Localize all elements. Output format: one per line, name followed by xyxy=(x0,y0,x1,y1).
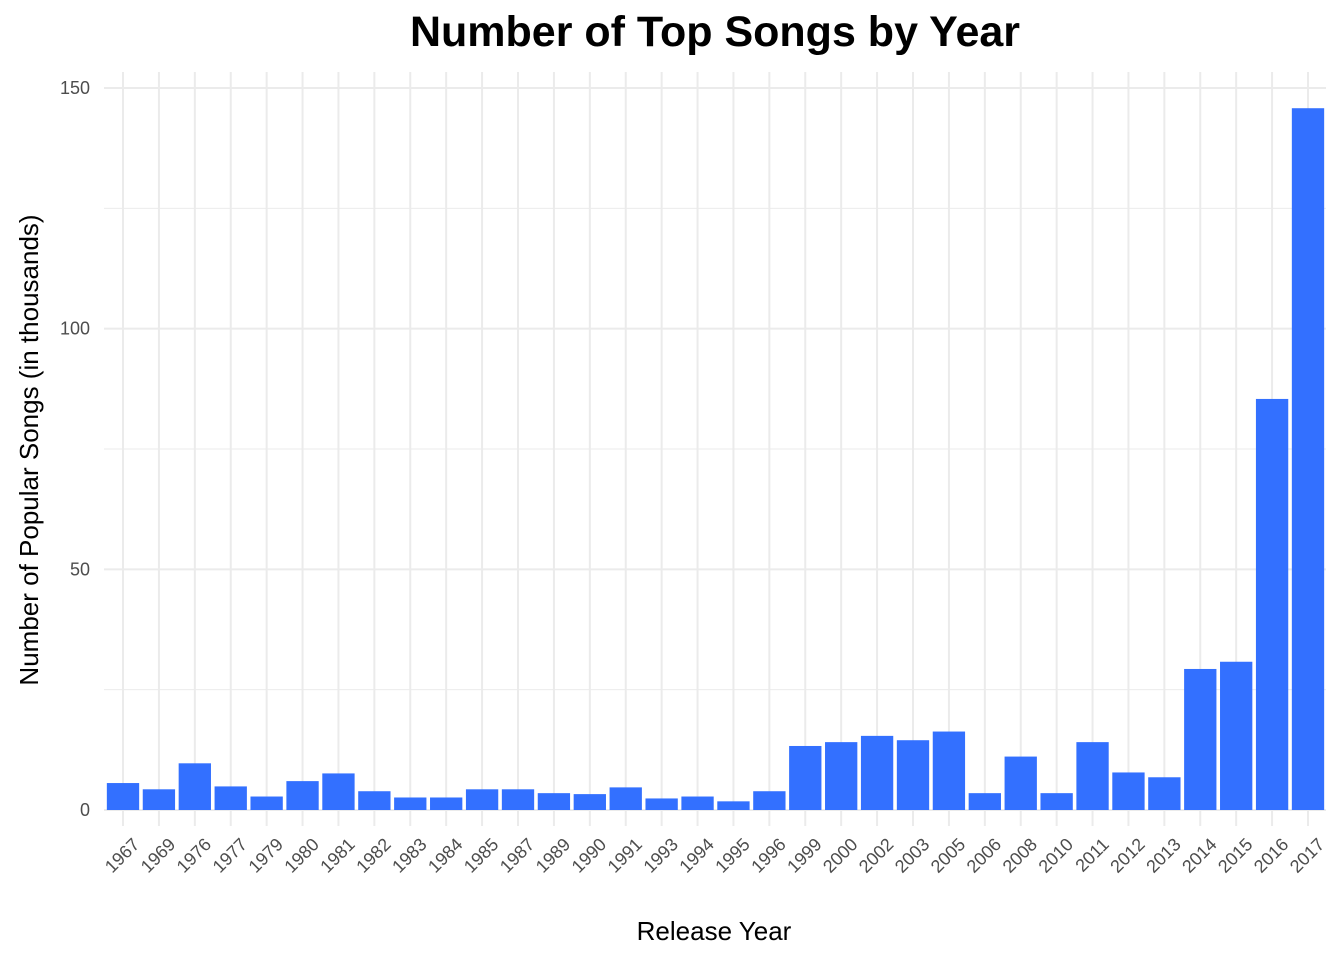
y-tick-label: 50 xyxy=(70,559,90,579)
bar-1967 xyxy=(106,783,140,810)
x-tick-label: 1993 xyxy=(640,834,682,876)
bars xyxy=(106,108,1325,810)
x-tick-label: 2005 xyxy=(927,834,969,876)
x-tick-label: 1979 xyxy=(245,834,287,876)
x-axis-title: Release Year xyxy=(637,916,792,946)
bar-1993 xyxy=(645,798,678,810)
bar-1994 xyxy=(681,796,714,810)
x-tick-label: 2015 xyxy=(1214,834,1256,876)
x-tick-label: 2003 xyxy=(891,834,933,876)
x-tick-label: 1983 xyxy=(388,834,430,876)
y-axis-title: Number of Popular Songs (in thousands) xyxy=(14,214,44,685)
x-tick-label: 1977 xyxy=(209,834,251,876)
bar-1983 xyxy=(394,797,427,810)
bar-2012 xyxy=(1112,772,1145,810)
bar-2017 xyxy=(1291,108,1325,810)
x-tick-label: 1967 xyxy=(101,834,143,876)
y-axis-ticks: 0 50 100 150 xyxy=(60,78,90,820)
grid-lines xyxy=(104,72,1326,826)
x-tick-label: 1976 xyxy=(173,834,215,876)
x-tick-label: 1985 xyxy=(460,834,502,876)
bar-2014 xyxy=(1184,668,1217,810)
bar-1982 xyxy=(358,791,391,810)
x-tick-label: 1990 xyxy=(568,834,610,876)
bar-2000 xyxy=(825,742,858,810)
x-tick-label: 1980 xyxy=(280,834,322,876)
bar-2015 xyxy=(1220,661,1253,810)
x-tick-label: 2017 xyxy=(1286,834,1328,876)
bar-1987 xyxy=(501,789,535,810)
bar-2011 xyxy=(1076,742,1109,810)
x-tick-label: 2011 xyxy=(1071,834,1113,876)
bar-1980 xyxy=(286,781,319,810)
x-tick-label: 2016 xyxy=(1250,834,1292,876)
bar-1976 xyxy=(178,763,211,810)
x-tick-label: 1987 xyxy=(496,834,538,876)
bar-2002 xyxy=(860,735,894,810)
bar-1999 xyxy=(789,745,822,810)
bar-2013 xyxy=(1148,777,1181,810)
x-tick-label: 1994 xyxy=(675,834,717,876)
x-tick-label: 2012 xyxy=(1106,834,1148,876)
bar-1995 xyxy=(717,801,750,810)
bar-1990 xyxy=(573,794,606,810)
x-tick-label: 2013 xyxy=(1142,834,1184,876)
bar-2010 xyxy=(1040,793,1073,810)
x-tick-label: 2002 xyxy=(855,834,897,876)
bar-2008 xyxy=(1004,756,1037,810)
x-tick-label: 1999 xyxy=(783,834,825,876)
bar-1981 xyxy=(322,773,355,810)
x-tick-label: 1969 xyxy=(137,834,179,876)
bar-2006 xyxy=(968,793,1001,810)
x-axis-ticks: 1967196919761977197919801981198219831984… xyxy=(101,834,1328,876)
x-tick-label: 2014 xyxy=(1178,834,1220,876)
bar-1979 xyxy=(250,796,283,810)
x-tick-label: 1982 xyxy=(352,834,394,876)
x-tick-label: 1991 xyxy=(604,834,646,876)
bar-1985 xyxy=(465,789,499,810)
x-tick-label: 2008 xyxy=(999,834,1041,876)
y-tick-label: 0 xyxy=(80,800,90,820)
x-tick-label: 1981 xyxy=(316,834,358,876)
bar-2016 xyxy=(1255,398,1289,810)
x-tick-label: 1996 xyxy=(747,834,789,876)
x-tick-label: 1995 xyxy=(711,834,753,876)
chart-title: Number of Top Songs by Year xyxy=(409,8,1021,56)
x-tick-label: 2010 xyxy=(1035,834,1077,876)
bar-1984 xyxy=(430,797,463,810)
bar-1977 xyxy=(214,786,247,810)
bar-2003 xyxy=(896,740,930,810)
x-tick-label: 1984 xyxy=(424,834,466,876)
bar-2005 xyxy=(932,731,966,810)
y-tick-label: 100 xyxy=(60,319,90,339)
x-tick-label: 2006 xyxy=(963,834,1005,876)
bar-1991 xyxy=(609,787,642,810)
x-tick-label: 1989 xyxy=(532,834,574,876)
bar-1989 xyxy=(537,793,571,810)
bar-1969 xyxy=(142,789,176,810)
y-tick-label: 150 xyxy=(60,78,90,98)
bar-1996 xyxy=(753,791,786,810)
x-tick-label: 2000 xyxy=(819,834,861,876)
